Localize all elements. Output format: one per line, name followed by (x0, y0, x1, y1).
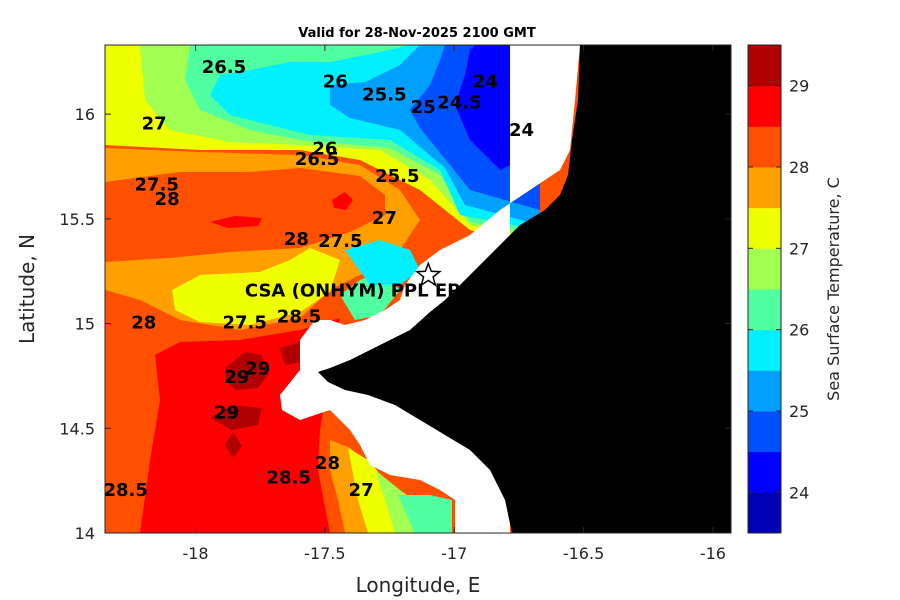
colorbar-swatch (748, 85, 781, 127)
contour-label: 27 (142, 114, 167, 135)
contour-label: 25 (411, 97, 436, 118)
land-mass (318, 45, 731, 533)
contour-label: 24 (509, 120, 534, 141)
colorbar-swatch (748, 207, 781, 249)
contour-label: 26 (323, 72, 348, 93)
y-tick-label: 14 (75, 524, 95, 543)
contour-label: 25.5 (362, 84, 406, 105)
contour-label: 27.5 (222, 313, 266, 334)
x-axis: -18 -17.5 -17 -16.5 -16 (182, 45, 726, 563)
colorbar-label: Sea Surface Temperature, C (824, 177, 843, 401)
contour-label: 24.5 (437, 93, 481, 114)
colorbar-swatch (748, 451, 781, 493)
colorbar-swatch (748, 248, 781, 290)
sst-band-29-29.5-b (280, 342, 302, 365)
contour-label: 28.5 (266, 468, 310, 489)
x-tick-label: -17 (441, 544, 467, 563)
colorbar-tick-label: 28 (789, 158, 809, 177)
sst-band-28-28.5-core (105, 168, 385, 262)
colorbar-swatch (748, 45, 781, 87)
y-tick-label: 14.5 (59, 419, 95, 438)
colorbar-tick-label: 25 (789, 402, 809, 421)
contour-label: 28.5 (277, 306, 321, 327)
x-tick-label: -17.5 (304, 544, 345, 563)
colorbar-swatch (748, 329, 781, 371)
colorbar-tick-label: 27 (789, 239, 809, 258)
chart-title: Valid for 28-Nov-2025 2100 GMT (298, 26, 536, 41)
contour-label: 27.5 (135, 174, 179, 195)
colorbar-swatch (748, 167, 781, 209)
x-axis-label: Longitude, E (356, 573, 481, 597)
sst-band-27-27.5-south (172, 248, 340, 325)
contour-label: 29 (214, 403, 239, 424)
sst-band-29-29.5-a (225, 352, 268, 390)
contour-label: 26 (312, 139, 337, 160)
colorbar-frame (747, 44, 782, 534)
y-axis: 14 14.5 15 15.5 16 (59, 105, 731, 543)
contour-label: 28 (155, 189, 180, 210)
y-axis-label: Latitude, N (15, 234, 39, 344)
y-tick-label: 16 (75, 105, 95, 124)
colorbar-swatch (748, 289, 781, 331)
contour-label: 28 (315, 453, 340, 474)
colorbar-swatch (748, 411, 781, 453)
colorbar: 24 25 26 27 28 29 (747, 44, 809, 534)
contour-label: 25.5 (375, 166, 419, 187)
x-tick-label: -18 (182, 544, 208, 563)
site-annotation: CSA (ONHYM) PPL EP (245, 261, 460, 301)
plot-frame (104, 44, 732, 534)
sst-band-26-26.5-nearshore (398, 495, 452, 533)
contour-label: 29 (245, 359, 270, 380)
y-tick-label: 15 (75, 315, 95, 334)
colorbar-swatch (748, 492, 781, 534)
sst-band-29-29.5-d (225, 432, 242, 458)
sst-band-28.5-29-patch (210, 216, 262, 228)
contour-label: 28 (131, 313, 156, 334)
sst-band-nearshore-cyan (345, 240, 420, 285)
contour-label: 28.5 (103, 480, 147, 501)
colorbar-swatch (748, 370, 781, 412)
contour-label: 26.5 (202, 57, 246, 78)
x-tick-label: -16.5 (563, 544, 604, 563)
y-tick-label: 15.5 (59, 210, 95, 229)
colorbar-tick-label: 24 (789, 483, 809, 502)
sst-band-28.5-29-spot (332, 192, 353, 210)
x-tick-label: -16 (700, 544, 726, 563)
contour-label: 27 (372, 208, 397, 229)
contour-label: 26.5 (295, 149, 339, 170)
colorbar-swatch (748, 126, 781, 168)
colorbar-tick-label: 29 (789, 77, 809, 96)
contour-label: 27.5 (318, 231, 362, 252)
contour-label: 28 (284, 229, 309, 250)
sst-band-29-29.5-c (210, 405, 262, 430)
colorbar-tick-label: 26 (789, 321, 809, 340)
site-star-marker (414, 261, 442, 287)
contour-label: 29 (224, 367, 249, 388)
contour-label: 24 (473, 72, 498, 93)
site-label: CSA (ONHYM) PPL EP (245, 280, 460, 301)
contour-label: 27 (349, 480, 374, 501)
